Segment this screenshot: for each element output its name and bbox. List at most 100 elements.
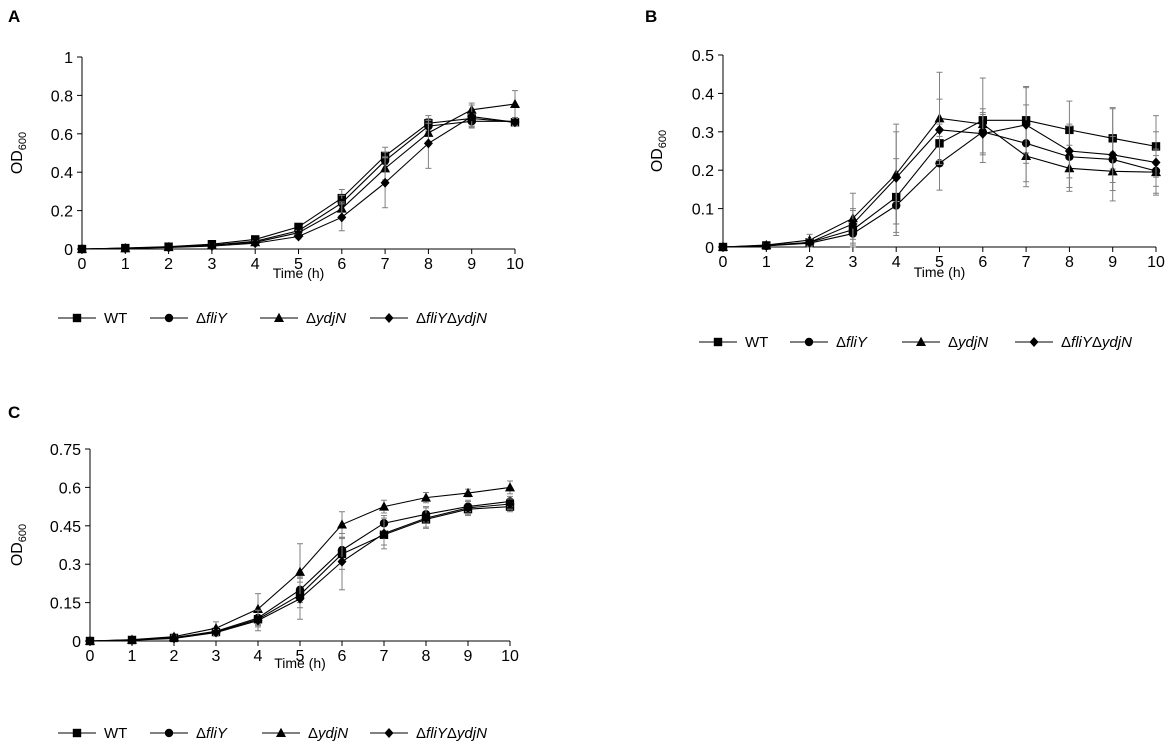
- x-tick-label: 5: [296, 648, 305, 665]
- x-tick-label: 2: [170, 648, 179, 665]
- x-tick-label: 8: [422, 648, 431, 665]
- series-diamond: [718, 85, 1161, 252]
- legend-marker: [164, 313, 174, 323]
- legend-marker: [72, 313, 82, 323]
- x-tick-label: 4: [251, 256, 260, 273]
- data-point: [295, 593, 305, 604]
- x-axis-label: Time (h): [273, 265, 325, 281]
- legend-label: ΔfliY: [836, 334, 868, 351]
- data-point: [510, 98, 520, 109]
- y-tick-label: 0.6: [51, 127, 73, 144]
- y-axis-label: OD600: [9, 524, 29, 566]
- data-point: [510, 117, 520, 128]
- y-tick-label: 0: [705, 240, 714, 257]
- legend-marker: [72, 728, 82, 738]
- x-tick-label: 2: [805, 254, 814, 271]
- legend-marker: [164, 728, 174, 738]
- y-tick-label: 0.45: [50, 519, 81, 536]
- data-point: [463, 502, 473, 513]
- data-point: [250, 238, 260, 249]
- x-tick-label: 1: [128, 648, 137, 665]
- data-point: [294, 231, 303, 242]
- data-point: [337, 556, 347, 567]
- legend-label: ΔfliYΔydjN: [416, 725, 487, 742]
- legend-marker: [804, 337, 814, 347]
- x-tick-label: 3: [212, 648, 221, 665]
- data-point: [120, 243, 130, 254]
- x-tick-label: 0: [78, 256, 87, 273]
- panel-letter: A: [8, 7, 20, 26]
- x-tick-label: 9: [464, 648, 473, 665]
- data-point: [978, 128, 988, 139]
- data-point: [463, 487, 473, 498]
- legend-label: ΔydjN: [948, 334, 988, 351]
- y-tick-label: 0: [72, 634, 81, 651]
- x-tick-label: 3: [207, 256, 216, 273]
- y-tick-label: 0.15: [50, 596, 81, 613]
- panel-letter: C: [8, 403, 20, 422]
- x-tick-label: 9: [467, 256, 476, 273]
- data-point: [169, 633, 179, 644]
- data-point: [77, 244, 87, 254]
- data-point: [505, 499, 515, 510]
- series-diamond: [85, 498, 515, 646]
- data-point: [718, 242, 728, 252]
- legend-label: ΔfliYΔydjN: [416, 310, 487, 327]
- data-point: [421, 513, 431, 524]
- data-point: [1064, 146, 1074, 156]
- data-point: [380, 177, 390, 188]
- x-tick-label: 10: [506, 256, 524, 273]
- data-point: [848, 218, 858, 229]
- data-point: [337, 212, 347, 223]
- data-point: [379, 501, 389, 511]
- x-tick-label: 1: [121, 256, 130, 273]
- y-tick-label: 0.2: [51, 204, 73, 221]
- legend-label: ΔfliY: [196, 725, 228, 742]
- y-tick-label: 0.4: [51, 165, 73, 182]
- data-point: [423, 138, 433, 149]
- y-tick-label: 0: [64, 242, 73, 259]
- x-tick-label: 6: [338, 648, 347, 665]
- data-point: [295, 566, 305, 576]
- x-tick-label: 0: [86, 648, 95, 665]
- x-tick-label: 6: [337, 256, 346, 273]
- data-point: [164, 242, 174, 253]
- data-point: [505, 482, 515, 492]
- data-point: [805, 237, 815, 248]
- chart-panel-b: B 0 0.1 0.2 0.3 0.4 0.5 0 1 2 3 4 5 6 7 8 9 10 Time (h) OD6…: [645, 7, 1165, 351]
- legend-label: ΔfliY: [196, 310, 228, 327]
- legend-label: ΔydjN: [308, 725, 348, 742]
- x-tick-label: 8: [1065, 254, 1074, 271]
- legend-marker: [276, 727, 286, 737]
- data-point: [1151, 157, 1161, 168]
- data-point: [85, 636, 95, 646]
- legend: WT ΔfliY ΔydjN ΔfliYΔydjN: [58, 310, 487, 327]
- x-tick-label: 7: [381, 256, 390, 273]
- legend-label: WT: [104, 310, 127, 327]
- data-point: [1108, 149, 1118, 160]
- data-point: [127, 635, 137, 646]
- x-tick-label: 6: [978, 254, 987, 271]
- legend-label: WT: [745, 334, 768, 351]
- panel-letter: B: [645, 7, 657, 26]
- y-tick-label: 0.8: [51, 88, 73, 105]
- data-point: [337, 519, 347, 529]
- legend-marker: [384, 313, 394, 323]
- legend-label: ΔfliYΔydjN: [1061, 334, 1132, 351]
- data-point: [207, 241, 217, 252]
- x-tick-label: 2: [164, 256, 173, 273]
- x-tick-label: 9: [1108, 254, 1117, 271]
- data-point: [1021, 119, 1031, 130]
- data-point: [253, 615, 263, 626]
- x-tick-label: 5: [935, 254, 944, 271]
- y-tick-label: 0.2: [692, 163, 714, 180]
- x-tick-label: 4: [892, 254, 901, 271]
- legend-marker: [916, 336, 926, 346]
- data-point: [467, 111, 477, 122]
- x-axis-label: Time (h): [914, 264, 966, 280]
- y-tick-label: 0.75: [50, 442, 81, 459]
- data-point: [891, 172, 901, 183]
- data-point: [761, 240, 771, 251]
- x-axis-label: Time (h): [274, 655, 326, 671]
